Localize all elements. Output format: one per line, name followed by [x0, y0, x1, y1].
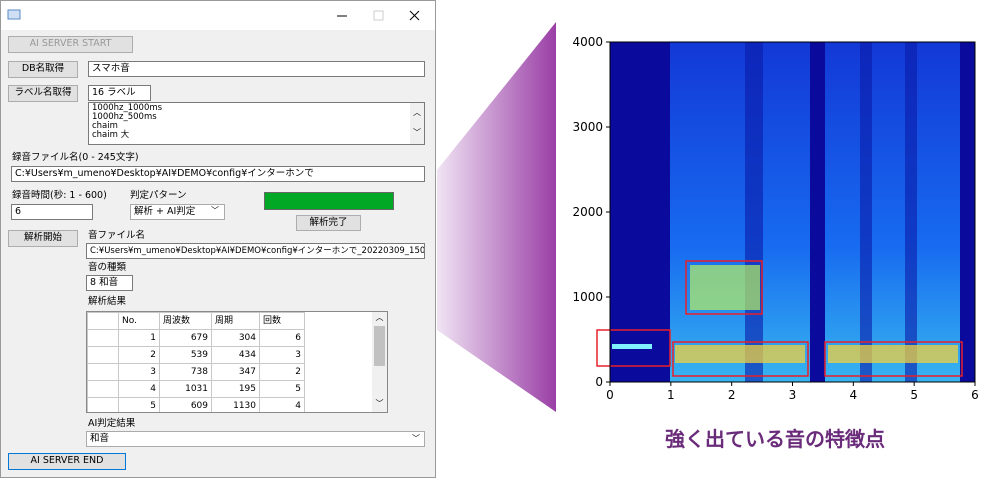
- row-header: [87, 363, 119, 381]
- x-tick-label: 2: [728, 388, 736, 402]
- app-icon: [7, 9, 21, 20]
- cell: 4: [118, 380, 160, 398]
- caption: 強く出ている音の特徴点: [665, 427, 885, 451]
- combobox[interactable]: 和音: [86, 431, 425, 447]
- y-tick-label: 3000: [572, 120, 603, 134]
- row-header: [87, 397, 119, 412]
- label: AI判定結果: [88, 418, 136, 429]
- cell: 6: [259, 329, 305, 347]
- table-row: 1 679 304 6: [87, 329, 305, 347]
- button[interactable]: AI SERVER START: [8, 36, 133, 53]
- header-row: No. 周波数 周期 回数: [87, 312, 305, 330]
- title-icons: [7, 9, 420, 21]
- list-item: chaim 大: [92, 130, 130, 140]
- cell: 3: [259, 346, 305, 364]
- label: 解析結果: [88, 296, 127, 307]
- cell: 195: [211, 380, 260, 398]
- cell: 1: [118, 329, 160, 347]
- status-indicator: [264, 192, 394, 210]
- column-header: No.: [118, 312, 160, 330]
- combobox[interactable]: 解析 + AI判定: [130, 204, 225, 220]
- close[interactable]: [409, 10, 420, 21]
- cell: 3: [118, 363, 160, 381]
- column-header: 周波数: [159, 312, 212, 330]
- cell: 679: [159, 329, 212, 347]
- y-tick-label: 1000: [572, 290, 603, 304]
- cell: 539: [159, 346, 212, 364]
- dropdown-arrow[interactable]: ﹀: [211, 206, 219, 215]
- cell: 347: [211, 363, 260, 381]
- row-header: [87, 312, 119, 330]
- label: 録音ファイル名(0 - 245文字): [12, 152, 139, 163]
- results-table: No. 周波数 周期 回数 1 679 304 6 2 539 434 3 3 738 347 2 4 1031 1…: [87, 312, 305, 412]
- cell: 434: [211, 346, 260, 364]
- label: 録音時間(秒: 1 - 600): [12, 190, 107, 201]
- x-tick-label: 0: [606, 388, 614, 402]
- cell: 2: [118, 346, 160, 364]
- cell: 738: [159, 363, 212, 381]
- table-row: 5 609 1130 4: [87, 397, 305, 412]
- label: 判定パターン: [130, 190, 187, 201]
- y-tick-label: 0: [595, 375, 603, 389]
- textbox[interactable]: C:¥Users¥m_umeno¥Desktop¥AI¥DEMO¥config¥…: [11, 166, 425, 182]
- x-tick-label: 1: [667, 388, 675, 402]
- cell: 1031: [159, 380, 212, 398]
- spectrogram-image: [596, 41, 976, 383]
- button[interactable]: 解析完了: [296, 215, 361, 231]
- cell: 1130: [211, 397, 260, 412]
- label: 音ファイル名: [88, 230, 146, 241]
- column-header: 回数: [259, 312, 305, 330]
- cell: 304: [211, 329, 260, 347]
- y-tick-label: 4000: [572, 35, 603, 49]
- title-bar: [1, 1, 435, 30]
- table-row: 3 738 347 2: [87, 363, 305, 381]
- x-tick-label: 4: [850, 388, 858, 402]
- zoom-wedge: [437, 22, 556, 412]
- button[interactable]: ラベル名取得: [8, 85, 78, 102]
- spectrogram-panel: 0 1000 2000 3000 4000 0 1 2 3 4 5 6 強く出ている音の特徴点: [437, 22, 979, 451]
- row-header: [87, 329, 119, 347]
- button[interactable]: DB名取得: [8, 61, 78, 78]
- cell: 2: [259, 363, 305, 381]
- list-item: 1000hz_1000ms: [92, 103, 163, 113]
- button[interactable]: AI SERVER END: [8, 453, 126, 470]
- table-row: 4 1031 195 5: [87, 380, 305, 398]
- y-tick-label: 2000: [572, 205, 603, 219]
- label: 音の種類: [88, 262, 127, 273]
- listbox[interactable]: 1000hz_1000ms 1000hz_500ms chaim chaim 大: [88, 102, 425, 145]
- textbox: 8 和音: [86, 275, 133, 291]
- data-grid[interactable]: No. 周波数 周期 回数 1 679 304 6 2 539 434 3 3 738 347 2 4 1031 1…: [86, 311, 388, 413]
- cell: 609: [159, 397, 212, 412]
- row-header: [87, 346, 119, 364]
- row-header: [87, 380, 119, 398]
- x-tick-label: 3: [789, 388, 797, 402]
- scrollbar[interactable]: ︿ ﹀: [372, 312, 387, 412]
- table-row: 2 539 434 3: [87, 346, 305, 364]
- x-tick-label: 6: [971, 388, 979, 402]
- label-box: 16 ラベル: [88, 85, 151, 101]
- list-item: chaim: [92, 121, 118, 131]
- cell: 5: [118, 397, 160, 412]
- cell: 4: [259, 397, 305, 412]
- dropdown-arrow[interactable]: ﹀: [412, 434, 420, 443]
- textbox[interactable]: C:¥Users¥m_umeno¥Desktop¥AI¥DEMO¥config¥…: [86, 243, 425, 259]
- list-item: 1000hz_500ms: [92, 112, 157, 122]
- button[interactable]: 解析開始: [8, 230, 78, 247]
- maximize[interactable]: [373, 10, 384, 21]
- textbox[interactable]: スマホ音: [88, 61, 425, 77]
- cell: 5: [259, 380, 305, 398]
- column-header: 周期: [211, 312, 260, 330]
- x-tick-label: 5: [910, 388, 918, 402]
- textbox[interactable]: 6: [11, 204, 93, 220]
- scrollbar[interactable]: ︿ ﹀: [410, 103, 424, 144]
